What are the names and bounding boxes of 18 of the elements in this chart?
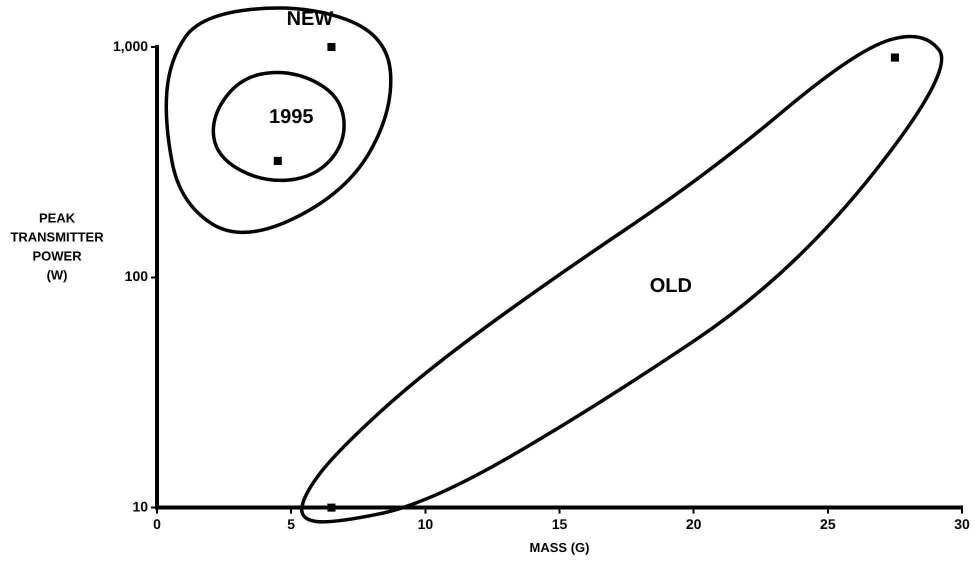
- point: [274, 156, 282, 165]
- y-tick-label: 1,000: [112, 38, 148, 54]
- y-axis-title: PEAK TRANSMITTER POWER (W): [10, 210, 104, 282]
- y-tick-label: 100: [124, 268, 148, 284]
- point: [327, 42, 336, 52]
- x-tick-label: 15: [552, 516, 568, 532]
- x-axis-title: MASS (G): [530, 540, 590, 555]
- x-tick-label: 25: [820, 516, 836, 532]
- point: [890, 54, 899, 62]
- x-tick-label: 20: [686, 516, 702, 532]
- x-tick-label: 10: [418, 516, 434, 532]
- x-tick-label: 0: [153, 516, 162, 532]
- annotation: OLD: [650, 274, 692, 297]
- annotation: 1995: [268, 106, 314, 128]
- x-tick-label: 30: [954, 516, 970, 532]
- x-tick-label: 5: [287, 516, 296, 532]
- point: [327, 504, 336, 512]
- y-tick-label: 10: [132, 498, 148, 514]
